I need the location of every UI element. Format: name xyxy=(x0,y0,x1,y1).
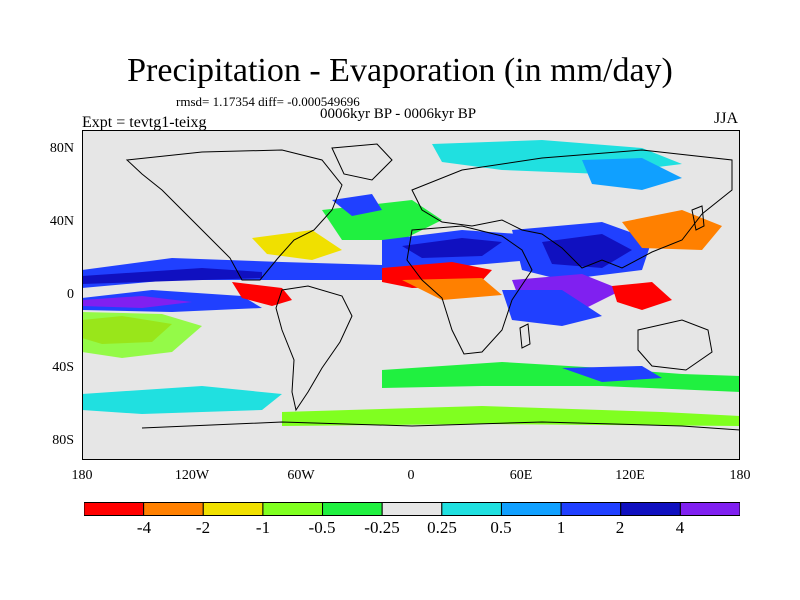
lon-tick-label: 120W xyxy=(174,468,210,483)
lat-tick-label: 0 xyxy=(67,287,74,302)
indian-ocean-blue xyxy=(502,290,602,326)
colorbar-swatch xyxy=(322,502,383,516)
lat-tick-label: 40N xyxy=(49,214,74,229)
southern-pacific-green xyxy=(82,386,282,414)
equatorial-pacific-core xyxy=(82,296,192,308)
coastlines xyxy=(125,143,741,431)
gulf-guinea-dry xyxy=(402,278,502,300)
colorbar-label: 4 xyxy=(675,518,685,537)
lat-tick-label: 40S xyxy=(52,360,74,375)
colorbar-label: -0.25 xyxy=(364,518,400,537)
southern-indian-blue xyxy=(562,366,662,382)
lon-tick-label: 120E xyxy=(615,468,645,483)
southern-pacific-wet xyxy=(82,312,202,358)
colorbar-label: 0.5 xyxy=(490,518,512,537)
japan-outline xyxy=(691,205,705,231)
lon-tick-label: 60E xyxy=(509,468,533,483)
pacific-itcz-core xyxy=(82,268,262,284)
period-label: 0006kyr BP - 0006kyr BP xyxy=(320,106,477,122)
lon-tick-label: 0 xyxy=(407,468,415,483)
stats-annotation: rmsd= 1.17354 diff= -0.000549696 xyxy=(176,94,360,109)
lon-tick-label: 60W xyxy=(287,468,315,483)
colorbar-label: -0.5 xyxy=(308,518,336,537)
colorbar-swatch xyxy=(441,502,502,516)
southern-storm-track xyxy=(382,362,740,392)
colorbar-swatch xyxy=(679,502,740,516)
colorbar-swatch xyxy=(202,502,264,516)
africa-outline xyxy=(406,225,533,355)
north-america-outline xyxy=(125,149,343,281)
madagascar-outline xyxy=(519,323,531,349)
colorbar-label: -4 xyxy=(136,518,152,537)
colorbar-swatch xyxy=(381,502,443,516)
indian-monsoon-core xyxy=(542,234,632,268)
plot-title: Precipitation - Evaporation (in mm/day) xyxy=(127,52,673,89)
eurasia-outline xyxy=(411,149,733,269)
siberia-blue xyxy=(582,158,682,190)
central-america-dry xyxy=(232,282,292,306)
colorbar-swatch xyxy=(500,502,562,516)
map-panel xyxy=(82,130,741,460)
south-america-outline xyxy=(275,285,353,412)
maritime-continent-dry xyxy=(612,282,672,310)
colorbar-swatch xyxy=(84,502,145,516)
anomaly-fields xyxy=(82,140,740,426)
colorbar-swatch xyxy=(620,502,681,516)
colorbar-swatch xyxy=(262,502,324,516)
lat-tick-label: 80S xyxy=(52,433,74,448)
lon-tick-label: 180 xyxy=(71,468,93,483)
experiment-label: Expt = tevtg1-teixg xyxy=(82,114,207,131)
colorbar-swatch xyxy=(560,502,622,516)
map-frame xyxy=(82,130,740,460)
lon-tick-label: 180 xyxy=(729,468,751,483)
caribbean-dry xyxy=(252,230,342,260)
colorbar-label: 0.25 xyxy=(427,518,457,537)
colorbar-label: 2 xyxy=(615,518,625,537)
north-atlantic-blue xyxy=(332,194,382,216)
colorbar-label: -2 xyxy=(195,518,211,537)
sahel-core xyxy=(402,238,502,258)
colorbar xyxy=(84,502,740,516)
antarctica-outline xyxy=(141,421,741,431)
antarctic-band xyxy=(282,406,740,426)
lat-tick-label: 80N xyxy=(49,141,74,156)
season-label: JJA xyxy=(714,110,739,127)
colorbar-label: -1 xyxy=(255,518,271,537)
colorbar-label: 1 xyxy=(556,518,566,537)
colorbar-swatch xyxy=(143,502,204,516)
greenland-outline xyxy=(331,143,393,181)
australia-outline xyxy=(637,319,713,371)
